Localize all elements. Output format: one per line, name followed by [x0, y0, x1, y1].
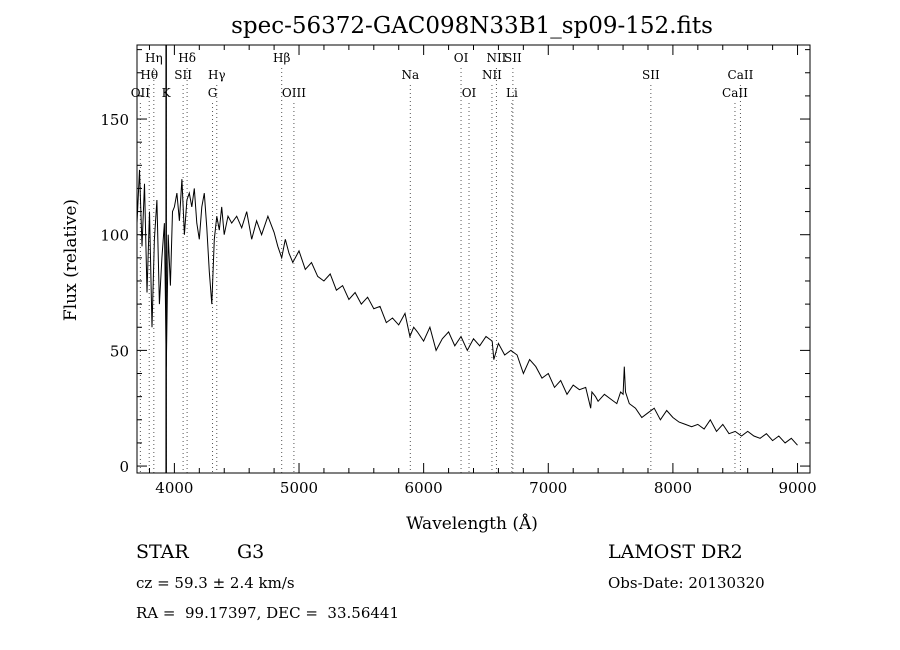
line-marker-label: NII [486, 51, 506, 65]
spectral-subclass: G3 [237, 541, 265, 563]
object-class: STAR [136, 541, 189, 563]
observation-date: Obs-Date: 20130320 [608, 574, 765, 592]
plot-frame [136, 44, 811, 474]
line-marker-label: Hθ [140, 68, 158, 82]
x-tick-label: 8000 [654, 479, 692, 497]
x-tick-label: 5000 [280, 479, 318, 497]
survey-name: LAMOST DR2 [608, 541, 743, 563]
line-marker-label: OII [131, 86, 151, 100]
line-marker-label: Li [506, 86, 518, 100]
line-marker-label: Hη [145, 51, 163, 65]
line-marker-label: OI [462, 86, 477, 100]
y-axis-ticks: 0 50 100 150 [100, 49, 810, 476]
y-tick-label: 0 [119, 458, 129, 476]
x-tick-label: 4000 [155, 479, 193, 497]
y-axis-label: Flux (relative) [61, 199, 81, 321]
line-markers: HηHθOIIKHδSIIHγGHβOIIINaOIOINIINIISIILiS… [131, 45, 754, 473]
line-marker-label: CaII [728, 68, 754, 82]
line-marker-label: SII [504, 51, 522, 65]
line-marker-label: OIII [282, 86, 306, 100]
line-marker-label: SII [174, 68, 192, 82]
line-marker-label: Hδ [178, 51, 196, 65]
spectrum-line [136, 169, 798, 446]
redshift-value: cz = 59.3 ± 2.4 km/s [136, 574, 295, 592]
x-tick-label: 6000 [405, 479, 443, 497]
x-axis-label: Wavelength (Å) [406, 513, 538, 534]
line-marker-label: Na [401, 68, 419, 82]
line-marker-label: Hγ [208, 68, 226, 82]
line-marker-label: G [208, 86, 218, 100]
coordinates: RA = 99.17397, DEC = 33.56441 [136, 604, 400, 622]
chart-title: spec-56372-GAC098N33B1_sp09-152.fits [231, 13, 713, 39]
y-tick-label: 50 [110, 342, 129, 360]
line-marker-label: CaII [722, 86, 748, 100]
x-tick-label: 7000 [529, 479, 567, 497]
y-tick-label: 100 [100, 227, 129, 245]
line-marker-label: OI [454, 51, 469, 65]
y-tick-label: 150 [100, 111, 129, 129]
line-marker-label: SII [642, 68, 660, 82]
x-axis-ticks: 4000 5000 6000 7000 8000 9000 [148, 45, 817, 497]
line-marker-label: Hβ [273, 51, 290, 65]
x-tick-label: 9000 [778, 479, 816, 497]
line-marker-label: NII [482, 68, 502, 82]
